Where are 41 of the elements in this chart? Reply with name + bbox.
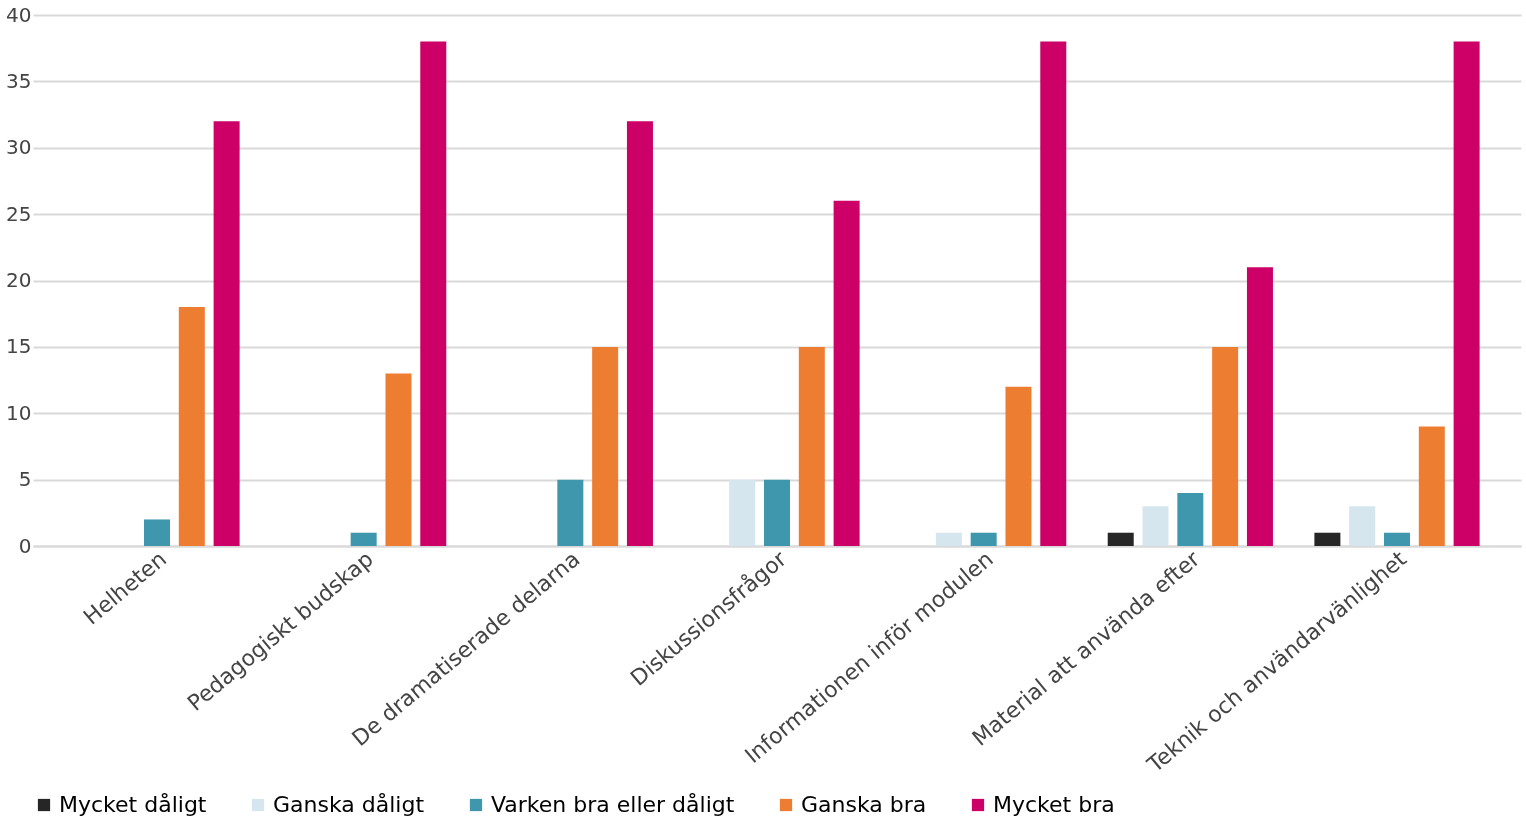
- legend-label: Ganska bra: [801, 792, 927, 817]
- bar: [1418, 426, 1445, 546]
- y-tick-label: 30: [6, 135, 32, 160]
- bar: [557, 479, 584, 546]
- y-tick-label: 0: [18, 533, 32, 558]
- bar: [935, 532, 962, 546]
- y-tick-label: 20: [6, 268, 32, 292]
- bar: [1349, 506, 1376, 546]
- y-tick-label: 10: [6, 400, 32, 425]
- bar: [1453, 41, 1480, 546]
- bar: [1246, 267, 1273, 546]
- bar: [970, 532, 997, 546]
- bar: [1005, 386, 1032, 546]
- y-tick-label: 5: [18, 467, 32, 492]
- bar: [1040, 41, 1067, 546]
- bar: [1212, 346, 1239, 546]
- legend-label: Mycket dåligt: [59, 792, 207, 817]
- bar: [1177, 492, 1204, 546]
- bar: [833, 200, 860, 546]
- y-tick-label: 40: [6, 2, 32, 27]
- bar: [798, 346, 825, 546]
- bar: [385, 373, 412, 546]
- bar: [764, 479, 790, 546]
- legend-label: Varken bra eller dåligt: [491, 792, 735, 817]
- bar: [178, 307, 205, 546]
- bar: [420, 41, 447, 546]
- y-tick-label: 25: [6, 201, 32, 226]
- bar: [729, 479, 756, 546]
- bar: [1384, 532, 1410, 546]
- bar: [213, 121, 240, 546]
- bar: [592, 346, 619, 546]
- legend-label: Mycket bra: [993, 792, 1115, 817]
- bar: [1107, 532, 1134, 546]
- bar: [350, 532, 377, 546]
- y-tick-label: 15: [6, 334, 32, 359]
- bar: [1142, 506, 1169, 546]
- y-tick-label: 35: [6, 68, 32, 93]
- bar: [626, 121, 653, 546]
- bar: [1314, 532, 1341, 546]
- bar: [144, 519, 170, 546]
- legend-label: Ganska dåligt: [273, 792, 425, 817]
